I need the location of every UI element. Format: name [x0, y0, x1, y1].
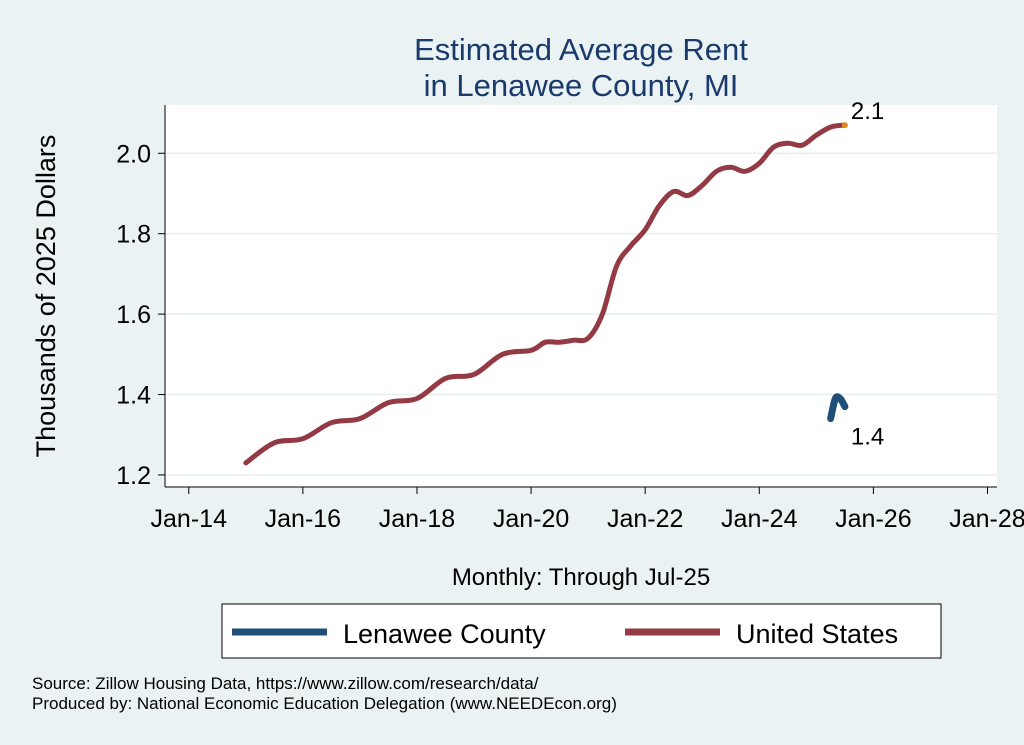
- x-tick-label: Jan-20: [493, 505, 569, 533]
- y-axis: 1.2 1.4 1.6 1.8 2.0: [116, 105, 166, 490]
- y-axis-title: Thousands of 2025 Dollars: [31, 135, 61, 458]
- source-line-2: Produced by: National Economic Education…: [32, 694, 617, 713]
- end-label-lenawee: 1.4: [851, 424, 884, 451]
- source-line-1: Source: Zillow Housing Data, https://www…: [32, 674, 539, 693]
- y-tick-label: 1.6: [116, 301, 151, 329]
- x-tick-label: Jan-18: [379, 505, 455, 533]
- series-line-lenawee: [827, 393, 849, 423]
- chart-title-line-2: in Lenawee County, MI: [424, 68, 739, 103]
- x-tick-label: Jan-28: [949, 505, 1024, 533]
- y-tick-label: 1.8: [116, 221, 151, 249]
- grid-lines: [165, 152, 997, 476]
- legend: Lenawee County United States: [221, 603, 942, 659]
- y-tick-label: 1.4: [116, 382, 151, 410]
- chart-title-line-1: Estimated Average Rent: [414, 32, 748, 67]
- legend-box: [221, 603, 942, 659]
- y-tick-label: 1.2: [116, 462, 151, 490]
- end-marker-lenawee: [841, 403, 848, 410]
- y-tick-label: 2.0: [116, 140, 151, 168]
- legend-label-us: United States: [736, 619, 898, 649]
- x-tick-label: Jan-14: [151, 505, 228, 533]
- x-tick-label: Jan-16: [265, 505, 341, 533]
- x-axis: Jan-14 Jan-16 Jan-18 Jan-20 Jan-22 Jan-24 Jan-…: [151, 486, 1024, 533]
- x-axis-title: Monthly: Through Jul-25: [452, 564, 710, 591]
- x-tick-label: Jan-22: [607, 505, 683, 533]
- end-label-us: 2.1: [851, 98, 884, 125]
- x-tick-label: Jan-24: [721, 505, 798, 533]
- end-marker-us: [841, 122, 848, 129]
- plot-area: [165, 105, 997, 487]
- series-group: 2.1 1.4: [243, 98, 884, 466]
- x-tick-label: Jan-26: [835, 505, 911, 533]
- series-line-us: [243, 122, 848, 466]
- legend-label-lenawee: Lenawee County: [343, 619, 546, 649]
